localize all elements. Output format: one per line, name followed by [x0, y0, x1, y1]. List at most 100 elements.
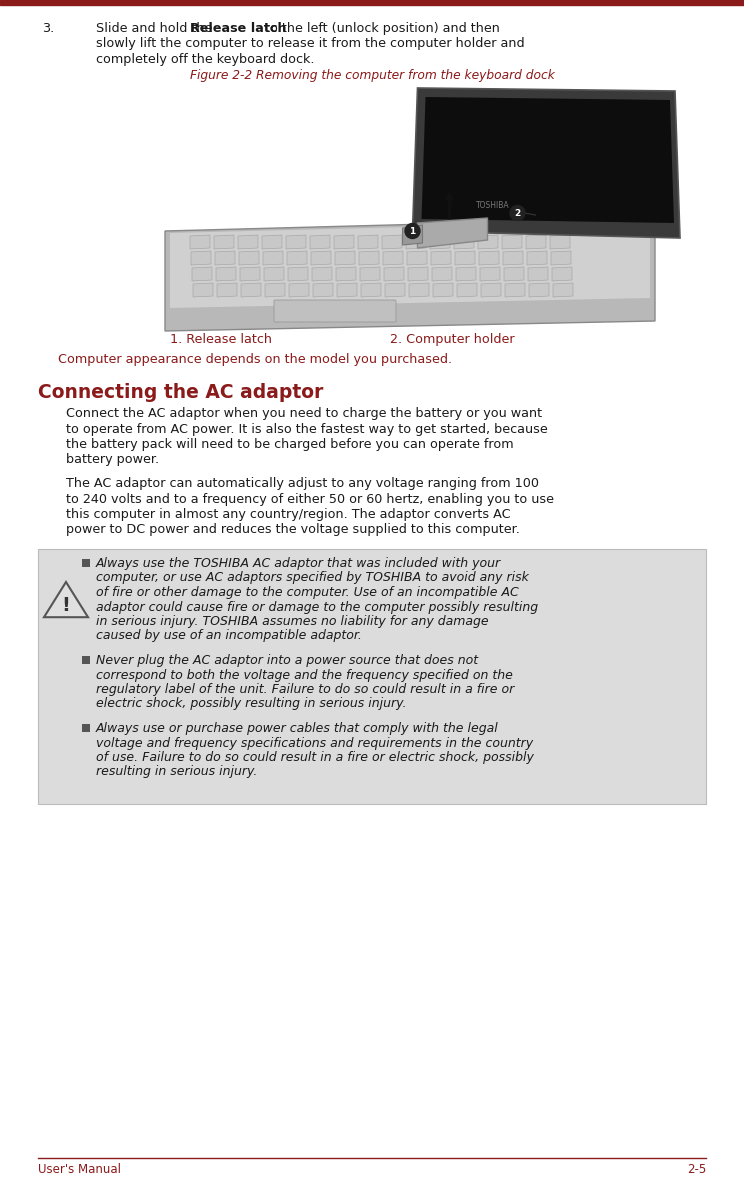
Polygon shape	[165, 218, 655, 331]
Polygon shape	[358, 235, 378, 249]
Text: to operate from AC power. It is also the fastest way to get started, because: to operate from AC power. It is also the…	[66, 422, 548, 435]
Text: correspond to both the voltage and the frequency specified on the: correspond to both the voltage and the f…	[96, 668, 513, 681]
Polygon shape	[385, 283, 405, 297]
Polygon shape	[504, 266, 524, 281]
Polygon shape	[240, 266, 260, 281]
Polygon shape	[336, 266, 356, 281]
Polygon shape	[170, 220, 650, 308]
Text: Figure 2-2 Removing the computer from the keyboard dock: Figure 2-2 Removing the computer from th…	[190, 70, 554, 83]
Text: computer, or use AC adaptors specified by TOSHIBA to avoid any risk: computer, or use AC adaptors specified b…	[96, 572, 529, 585]
Polygon shape	[264, 266, 284, 281]
Text: TOSHIBA: TOSHIBA	[475, 200, 510, 210]
Polygon shape	[193, 283, 213, 297]
Polygon shape	[216, 266, 236, 281]
Text: Always use or purchase power cables that comply with the legal: Always use or purchase power cables that…	[96, 722, 498, 735]
Text: 2-5: 2-5	[687, 1162, 706, 1175]
Circle shape	[510, 205, 525, 220]
Polygon shape	[214, 235, 234, 249]
Text: The AC adaptor can automatically adjust to any voltage ranging from 100: The AC adaptor can automatically adjust …	[66, 477, 539, 490]
Text: Always use the TOSHIBA AC adaptor that was included with your: Always use the TOSHIBA AC adaptor that w…	[96, 556, 501, 569]
Text: of fire or other damage to the computer. Use of an incompatible AC: of fire or other damage to the computer.…	[96, 586, 519, 599]
Polygon shape	[215, 251, 235, 265]
Text: !: !	[62, 595, 71, 614]
Polygon shape	[334, 235, 354, 249]
Bar	[0, 0, 744, 5]
Polygon shape	[553, 283, 573, 297]
Polygon shape	[191, 251, 211, 265]
Polygon shape	[433, 283, 453, 297]
Polygon shape	[431, 251, 451, 265]
Polygon shape	[481, 283, 501, 297]
Polygon shape	[408, 266, 428, 281]
Text: Slide and hold the: Slide and hold the	[96, 22, 217, 35]
Polygon shape	[289, 283, 309, 297]
Polygon shape	[529, 283, 549, 297]
Bar	[82, 656, 90, 664]
Polygon shape	[409, 283, 429, 297]
Text: Never plug the AC adaptor into a power source that does not: Never plug the AC adaptor into a power s…	[96, 654, 478, 667]
Polygon shape	[288, 266, 308, 281]
Text: regulatory label of the unit. Failure to do so could result in a fire or: regulatory label of the unit. Failure to…	[96, 683, 514, 696]
Polygon shape	[383, 251, 403, 265]
Bar	[38, 549, 706, 804]
Text: to 240 volts and to a frequency of either 50 or 60 hertz, enabling you to use: to 240 volts and to a frequency of eithe…	[66, 493, 554, 506]
Polygon shape	[480, 266, 500, 281]
Polygon shape	[502, 235, 522, 249]
Polygon shape	[265, 283, 285, 297]
Polygon shape	[239, 251, 259, 265]
Text: 2: 2	[514, 209, 521, 218]
Polygon shape	[287, 251, 307, 265]
Polygon shape	[44, 582, 88, 617]
Text: Connecting the AC adaptor: Connecting the AC adaptor	[38, 383, 324, 402]
Text: 1. Release latch: 1. Release latch	[170, 332, 272, 345]
Text: voltage and frequency specifications and requirements in the country: voltage and frequency specifications and…	[96, 737, 533, 750]
Polygon shape	[457, 283, 477, 297]
Polygon shape	[311, 251, 331, 265]
Polygon shape	[550, 235, 570, 249]
Polygon shape	[312, 266, 332, 281]
Polygon shape	[310, 235, 330, 249]
Polygon shape	[192, 266, 212, 281]
Polygon shape	[528, 266, 548, 281]
Text: resulting in serious injury.: resulting in serious injury.	[96, 765, 257, 778]
Polygon shape	[417, 218, 487, 248]
Polygon shape	[551, 251, 571, 265]
Polygon shape	[456, 266, 476, 281]
Polygon shape	[337, 283, 357, 297]
Bar	[82, 559, 90, 567]
Polygon shape	[412, 88, 680, 238]
Text: of use. Failure to do so could result in a fire or electric shock, possibly: of use. Failure to do so could result in…	[96, 751, 534, 764]
Text: the battery pack will need to be charged before you can operate from: the battery pack will need to be charged…	[66, 439, 513, 452]
Text: this computer in almost any country/region. The adaptor converts AC: this computer in almost any country/regi…	[66, 508, 510, 521]
Polygon shape	[382, 235, 402, 249]
Polygon shape	[505, 283, 525, 297]
Polygon shape	[478, 235, 498, 249]
Text: 1: 1	[409, 228, 416, 236]
Text: in serious injury. TOSHIBA assumes no liability for any damage: in serious injury. TOSHIBA assumes no li…	[96, 615, 489, 628]
Polygon shape	[360, 266, 380, 281]
Text: slowly lift the computer to release it from the computer holder and: slowly lift the computer to release it f…	[96, 38, 525, 51]
Circle shape	[405, 224, 420, 238]
Polygon shape	[430, 235, 450, 249]
Text: adaptor could cause fire or damage to the computer possibly resulting: adaptor could cause fire or damage to th…	[96, 600, 538, 613]
Polygon shape	[313, 283, 333, 297]
Polygon shape	[190, 235, 210, 249]
Polygon shape	[407, 251, 427, 265]
Polygon shape	[454, 235, 474, 249]
Text: completely off the keyboard dock.: completely off the keyboard dock.	[96, 53, 315, 66]
Polygon shape	[403, 225, 423, 245]
Text: 3.: 3.	[42, 22, 54, 35]
Bar	[150, 83, 665, 328]
Polygon shape	[335, 251, 355, 265]
Polygon shape	[526, 235, 546, 249]
Text: 2. Computer holder: 2. Computer holder	[390, 332, 515, 345]
Polygon shape	[527, 251, 547, 265]
Text: Connect the AC adaptor when you need to charge the battery or you want: Connect the AC adaptor when you need to …	[66, 407, 542, 420]
Text: to the left (unlock position) and then: to the left (unlock position) and then	[261, 22, 500, 35]
Polygon shape	[432, 266, 452, 281]
Polygon shape	[479, 251, 499, 265]
Polygon shape	[359, 251, 379, 265]
Text: battery power.: battery power.	[66, 454, 159, 467]
Polygon shape	[286, 235, 306, 249]
Polygon shape	[241, 283, 261, 297]
